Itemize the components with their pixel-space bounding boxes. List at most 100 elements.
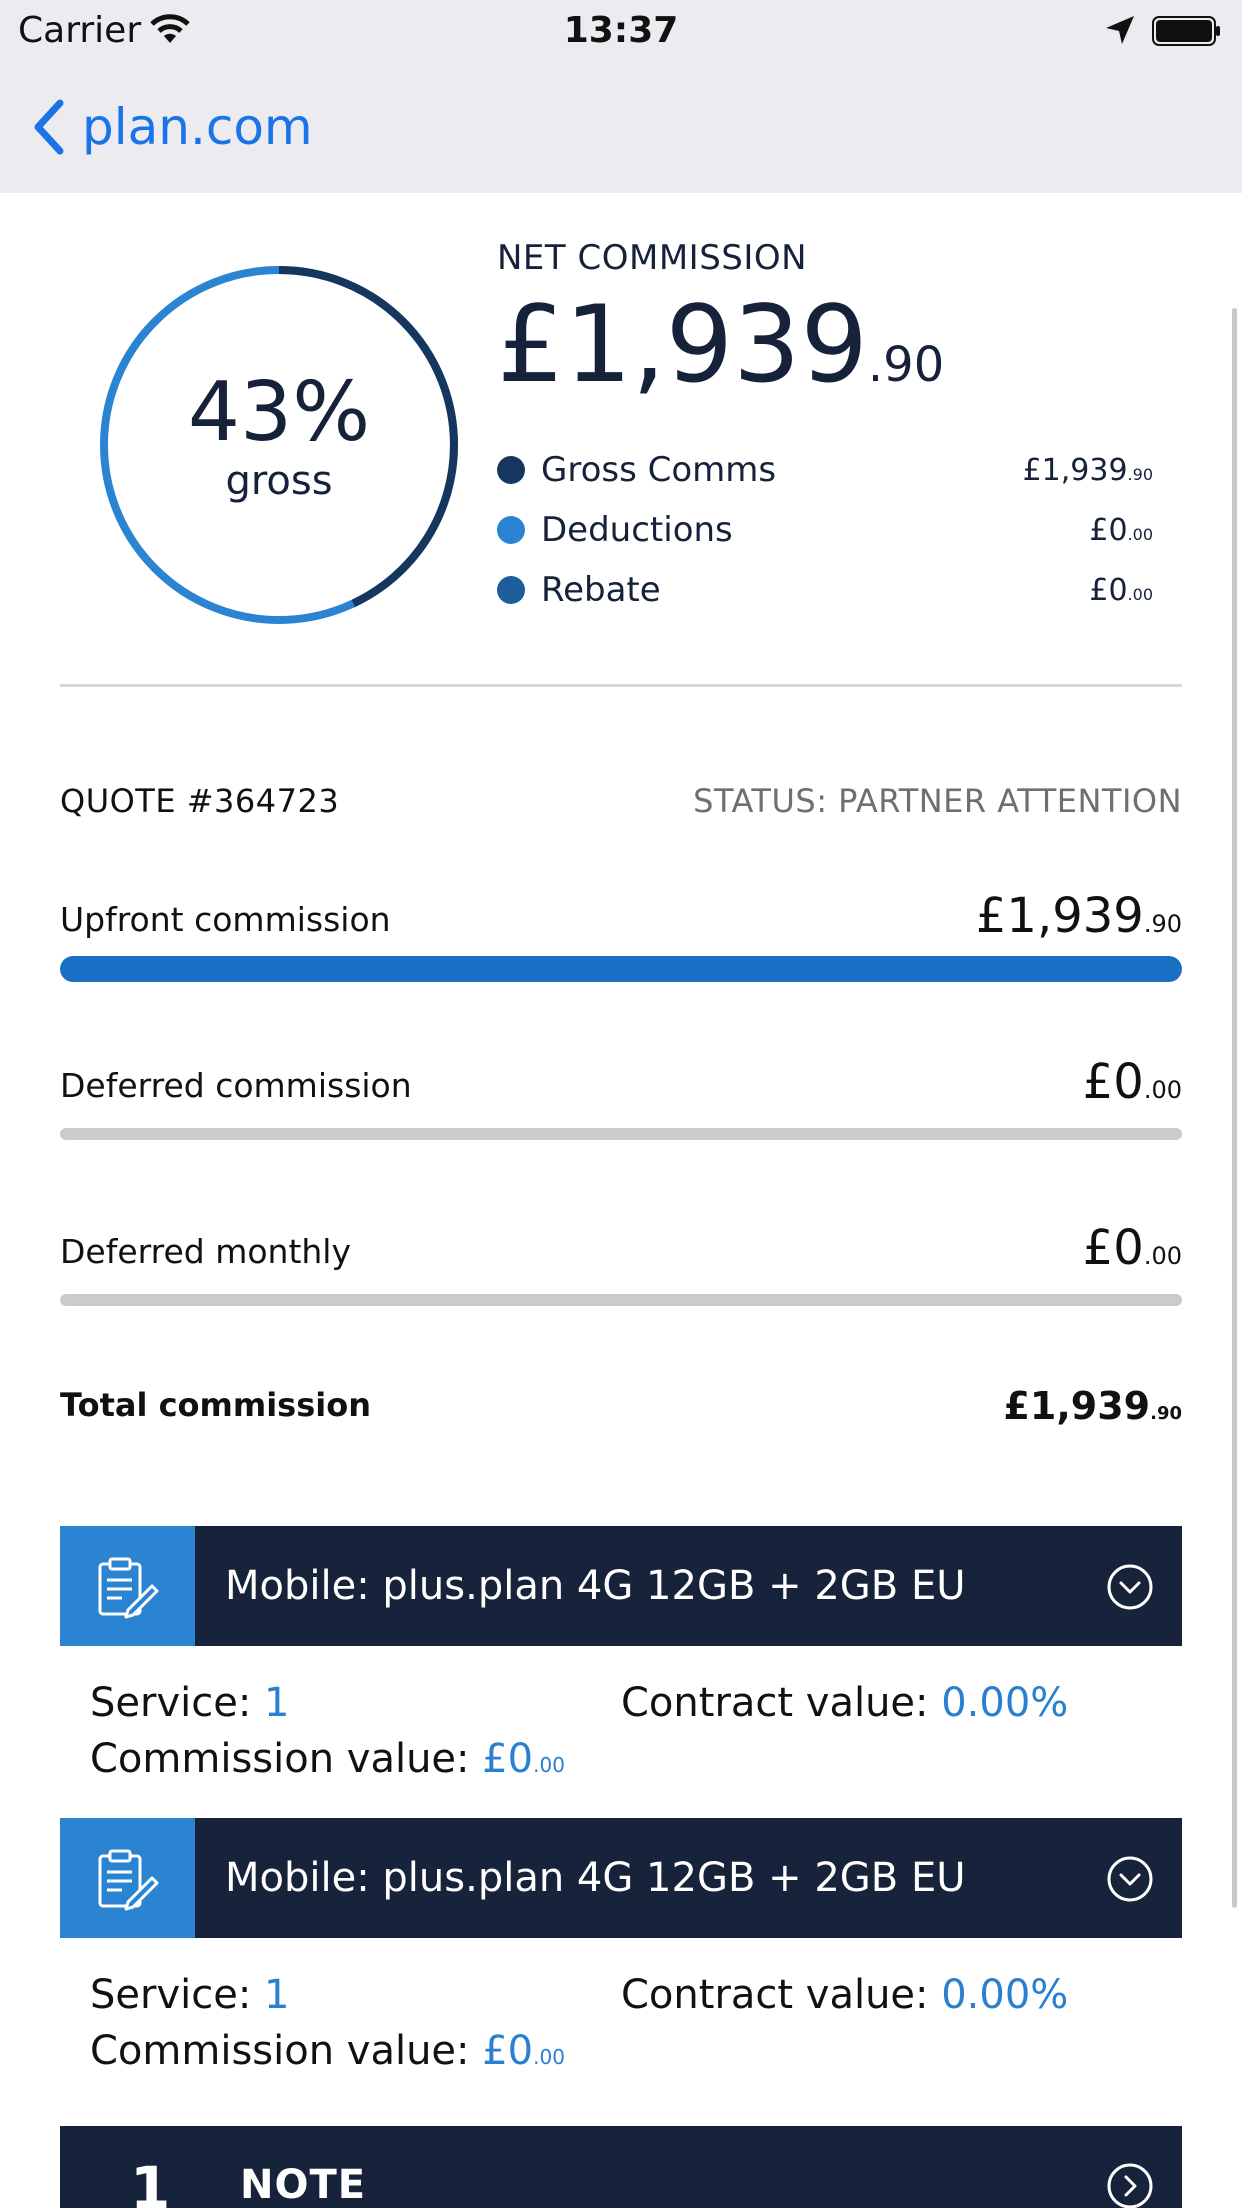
commission-value-dec: .00	[1143, 1076, 1182, 1104]
commission-value-main: £0	[482, 2028, 534, 2074]
net-commission-label: NET COMMISSION	[497, 238, 808, 278]
clipboard-edit-icon	[98, 1557, 159, 1619]
navigation-bar: plan.com	[0, 62, 1242, 193]
carrier-label: Carrier	[18, 10, 142, 51]
commission-row-label: Upfront commission	[60, 900, 391, 939]
net-amount-dec: .90	[867, 337, 945, 393]
ring-center: 43% gross	[96, 262, 462, 628]
commission-progress-fill	[60, 956, 1182, 982]
commission-value-main: £0	[1082, 1220, 1144, 1276]
status-bar: Carrier 13:37	[0, 0, 1242, 62]
commission-progress-bar	[60, 956, 1182, 982]
product-icon-box	[60, 1818, 195, 1938]
commission-label: Commission value:	[90, 1736, 483, 1782]
legend-value-dec: .00	[1127, 524, 1153, 544]
service-label: Service:	[90, 1972, 265, 2018]
status-time: 13:37	[563, 10, 679, 51]
product-commission-value: Commission value: £0.00	[90, 2028, 565, 2074]
commission-value-main: £1,939	[975, 888, 1144, 944]
commission-value-dec: .90	[1143, 910, 1182, 938]
service-label: Service:	[90, 1680, 265, 1726]
chevron-left-icon	[34, 99, 64, 155]
legend-row-rebate: Rebate £0.00	[497, 560, 1153, 620]
net-amount-main: £1,939	[497, 283, 868, 406]
ring-gross-arc	[100, 266, 458, 624]
product-title: Mobile: plus.plan 4G 12GB + 2GB EU	[225, 1855, 966, 1901]
product-details: Service: 1 Contract value: 0.00% Commiss…	[90, 1972, 1150, 2102]
legend-dot-gross	[497, 456, 525, 484]
product-header[interactable]: Mobile: plus.plan 4G 12GB + 2GB EU	[60, 1526, 1182, 1646]
product-title: Mobile: plus.plan 4G 12GB + 2GB EU	[225, 1563, 966, 1609]
legend-label: Deductions	[541, 510, 733, 550]
quote-number: QUOTE #364723	[60, 782, 340, 820]
legend-value: £0.00	[1089, 573, 1153, 608]
commission-value-main: £0	[482, 1736, 534, 1782]
commission-value-dec: .00	[533, 2045, 565, 2069]
chevron-down-circle-icon[interactable]	[1106, 1855, 1154, 1903]
clipboard-edit-icon	[98, 1849, 159, 1911]
contract-value: 0.00%	[941, 1680, 1069, 1726]
legend-row-gross: Gross Comms £1,939.90	[497, 440, 1153, 500]
location-arrow-icon	[1106, 16, 1134, 44]
product-details: Service: 1 Contract value: 0.00% Commiss…	[90, 1680, 1150, 1810]
commission-legend: Gross Comms £1,939.90 Deductions £0.00 R…	[497, 440, 1153, 620]
legend-value-main: £0	[1089, 572, 1128, 608]
gross-label: gross	[225, 458, 333, 504]
legend-row-deductions: Deductions £0.00	[497, 500, 1153, 560]
legend-label: Rebate	[541, 570, 661, 610]
legend-value-dec: .90	[1127, 464, 1153, 484]
chevron-down-circle-icon[interactable]	[1106, 1563, 1154, 1611]
commission-value: £0.00	[482, 2028, 565, 2074]
commission-value-dec: .00	[1143, 1242, 1182, 1270]
legend-value: £1,939.90	[1023, 453, 1153, 488]
contract-value: 0.00%	[941, 1972, 1069, 2018]
commission-row-label: Deferred commission	[60, 1066, 412, 1105]
gross-ring-chart	[100, 266, 458, 624]
product-icon-box	[60, 1526, 195, 1646]
gross-percent: 43%	[187, 365, 371, 460]
chevron-right-circle-icon[interactable]	[1106, 2162, 1154, 2208]
notes-bar[interactable]: 1 NOTE	[60, 2126, 1182, 2208]
commission-value-dec: .00	[533, 1753, 565, 1777]
total-commission-label: Total commission	[60, 1386, 371, 1424]
commission-row-value: £0.00	[1083, 1220, 1182, 1276]
contract-label: Contract value:	[621, 1972, 942, 2018]
product-contract-value: Contract value: 0.00%	[621, 1972, 1068, 2018]
note-label: NOTE	[240, 2162, 367, 2208]
quote-status: STATUS: PARTNER ATTENTION	[693, 782, 1182, 820]
service-value: 1	[264, 1680, 290, 1726]
top-bar: Carrier 13:37 plan.com	[0, 0, 1242, 193]
vertical-scrollbar[interactable]	[1232, 308, 1237, 1908]
legend-value-dec: .00	[1127, 584, 1153, 604]
commission-value: £0.00	[482, 1736, 565, 1782]
section-divider	[60, 684, 1182, 687]
commission-row-value: £1,939.90	[976, 888, 1182, 944]
product-commission-value: Commission value: £0.00	[90, 1736, 565, 1782]
legend-value-main: £1,939	[1022, 452, 1128, 488]
service-value: 1	[264, 1972, 290, 2018]
product-contract-value: Contract value: 0.00%	[621, 1680, 1068, 1726]
net-commission-amount: £1,939.90	[497, 292, 944, 398]
commission-row-value: £0.00	[1083, 1054, 1182, 1110]
commission-progress-bar	[60, 1294, 1182, 1306]
product-header[interactable]: Mobile: plus.plan 4G 12GB + 2GB EU	[60, 1818, 1182, 1938]
total-commission-value: £1,939.90	[1003, 1384, 1182, 1428]
back-button-label: plan.com	[82, 98, 313, 156]
commission-label: Commission value:	[90, 2028, 483, 2074]
wifi-icon	[150, 14, 190, 43]
legend-label: Gross Comms	[541, 450, 777, 490]
total-value-dec: .90	[1150, 1403, 1182, 1424]
legend-dot-rebate	[497, 576, 525, 604]
commission-progress-bar	[60, 1128, 1182, 1140]
battery-icon	[1152, 16, 1220, 46]
commission-value-main: £0	[1082, 1054, 1144, 1110]
back-button[interactable]: plan.com	[28, 92, 313, 162]
legend-value-main: £0	[1089, 512, 1128, 548]
legend-dot-deductions	[497, 516, 525, 544]
product-service: Service: 1	[90, 1972, 289, 2018]
contract-label: Contract value:	[621, 1680, 942, 1726]
commission-row-label: Deferred monthly	[60, 1232, 352, 1271]
note-count: 1	[130, 2154, 171, 2208]
legend-value: £0.00	[1089, 513, 1153, 548]
total-value-main: £1,939	[1003, 1384, 1151, 1428]
